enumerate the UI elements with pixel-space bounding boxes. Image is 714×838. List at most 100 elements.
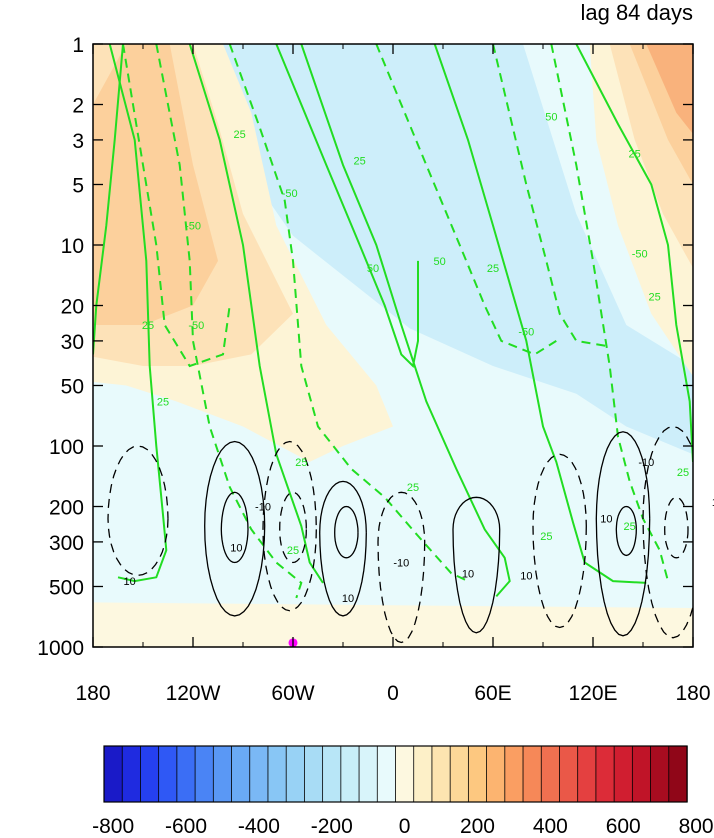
colorbar-label: -400 xyxy=(238,815,280,838)
colorbar-swatch xyxy=(140,745,160,803)
y-tick-label: 30 xyxy=(61,331,84,354)
contour-label: 25 xyxy=(287,545,299,557)
contour-line xyxy=(664,496,689,559)
colorbar-swatch xyxy=(121,745,142,803)
contour-line xyxy=(532,453,587,629)
contour-lines xyxy=(93,44,714,644)
y-tick-label: 1000 xyxy=(37,637,84,660)
contour-line xyxy=(642,425,693,639)
contour-label: -10 xyxy=(638,457,654,469)
contour-line xyxy=(334,505,359,559)
contour-line xyxy=(93,44,124,355)
colorbar-swatch xyxy=(231,745,251,803)
y-tick-label: 2 xyxy=(72,95,84,118)
contour-label: 25 xyxy=(157,396,169,408)
shaded-region xyxy=(93,602,693,647)
x-tick-label: 0 xyxy=(387,682,399,705)
contour-label: 25 xyxy=(487,263,499,275)
contour-line xyxy=(228,44,469,583)
contour-label: 10 xyxy=(712,497,714,509)
x-tick-label: 180 xyxy=(675,682,710,705)
colorbar-swatch xyxy=(595,745,615,803)
contour-line xyxy=(575,44,693,462)
colorbar-swatch xyxy=(376,745,397,803)
contour-label: -50 xyxy=(188,320,204,332)
colorbar-label: 200 xyxy=(460,815,495,838)
contour-label: 25 xyxy=(677,467,689,479)
colorbar-label: -200 xyxy=(311,815,353,838)
y-tick-label: 20 xyxy=(61,296,84,319)
contour-line xyxy=(188,44,324,584)
contour-line xyxy=(279,491,307,564)
colorbar-swatch xyxy=(395,745,415,803)
colorbar-swatch xyxy=(613,745,634,803)
contour-line xyxy=(452,496,501,634)
contour-label: -50 xyxy=(518,327,534,339)
plot-area: 25 25 -50 -50 25 -50 25 50 25 50 25 25 -50 25 25 -50 25 2… xyxy=(92,43,714,648)
colorbar-swatch xyxy=(486,745,506,803)
contour-label: 25 xyxy=(142,320,154,332)
shaded-region xyxy=(93,44,218,325)
contour-label: 10 xyxy=(230,543,242,555)
contour-line xyxy=(377,491,426,644)
colorbar-swatch xyxy=(212,745,233,803)
contour-label: 50 xyxy=(545,112,557,124)
contour-label: 25 xyxy=(354,156,366,168)
colorbar-swatch xyxy=(103,745,123,803)
contour-label: 10 xyxy=(600,514,612,526)
contour-label: 25 xyxy=(295,457,307,469)
contour-label: -50 xyxy=(282,188,298,200)
contour-label: -50 xyxy=(185,221,201,233)
colorbar-frame xyxy=(103,745,688,803)
colorbar-swatch xyxy=(358,745,378,803)
contour-line xyxy=(122,44,231,368)
contour-line xyxy=(275,44,419,369)
contour-labels: 25 25 -50 -50 25 -50 25 50 25 50 25 25 -50 25 25 -50 25 2… xyxy=(124,112,714,605)
contour-label: 25 xyxy=(407,482,419,494)
colorbar-swatch xyxy=(249,745,269,803)
colorbar-swatch xyxy=(650,745,670,803)
contour-label: 50 xyxy=(367,263,379,275)
y-tick-label: 3 xyxy=(72,130,84,153)
colorbar-swatch xyxy=(668,745,688,803)
contour-label: -10 xyxy=(393,558,409,570)
y-tick-label: 300 xyxy=(49,532,84,555)
contour-line xyxy=(300,44,511,598)
contour-label: 25 xyxy=(649,291,661,303)
colorbar-label: -800 xyxy=(92,815,134,838)
y-tick-label: 5 xyxy=(72,174,84,197)
colorbar-swatch xyxy=(504,745,524,803)
x-axis: 180 120W 60W 0 60E 120E 180 xyxy=(75,44,711,705)
shaded-region xyxy=(209,44,693,455)
colorbar-label: 400 xyxy=(533,815,568,838)
contour-label: 10 xyxy=(462,568,474,580)
colorbar-swatch xyxy=(631,745,652,803)
contour-label: 10 xyxy=(520,570,532,582)
colorbar-label: 0 xyxy=(399,815,411,838)
colorbar-swatch xyxy=(540,745,561,803)
y-tick-label: 1 xyxy=(72,34,84,57)
colorbar-swatch xyxy=(304,745,324,803)
contour-label: -50 xyxy=(632,248,648,260)
colorbar: -800 -600 -400 -200 0 200 400 600 800 xyxy=(92,745,714,838)
contour-line xyxy=(550,44,669,582)
y-tick-label: 100 xyxy=(49,436,84,459)
contour-line xyxy=(220,491,249,564)
chart-title: lag 84 days xyxy=(580,0,693,25)
colorbar-swatch xyxy=(340,745,360,803)
contour-label: 50 xyxy=(434,256,446,268)
y-tick-label: 200 xyxy=(49,497,84,520)
contour-line xyxy=(706,427,714,616)
y-axis: 1 2 3 5 10 20 30 50 100 200 300 500 1000 xyxy=(37,34,693,660)
colorbar-swatch xyxy=(285,745,306,803)
contour-line xyxy=(155,44,303,599)
colorbar-swatch xyxy=(267,745,287,803)
colorbar-swatch xyxy=(467,745,488,803)
colorbar-swatch xyxy=(176,745,196,803)
x-tick-label: 180 xyxy=(75,682,110,705)
contour-line xyxy=(492,44,610,348)
contour-label: 25 xyxy=(624,521,636,533)
contour-line xyxy=(107,445,169,576)
contour-label: 25 xyxy=(540,531,552,543)
